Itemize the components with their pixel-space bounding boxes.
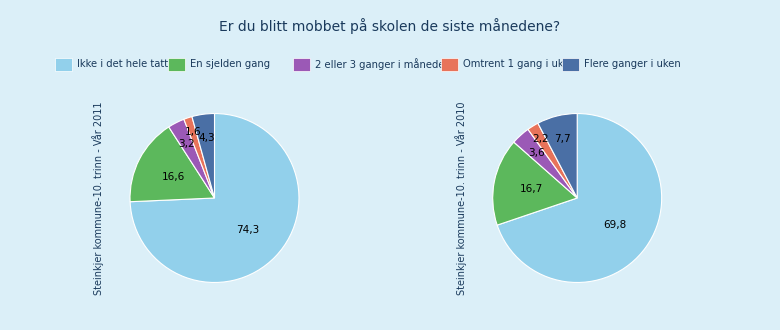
Text: 1,6: 1,6 xyxy=(184,127,201,137)
Text: 2 eller 3 ganger i måneden: 2 eller 3 ganger i måneden xyxy=(315,58,451,70)
Text: Er du blitt mobbet på skolen de siste månedene?: Er du blitt mobbet på skolen de siste må… xyxy=(219,18,561,34)
Bar xyxy=(441,58,458,71)
Wedge shape xyxy=(514,129,577,198)
Wedge shape xyxy=(130,114,299,282)
Bar xyxy=(55,58,72,71)
Bar xyxy=(168,58,185,71)
Wedge shape xyxy=(493,142,577,225)
Text: 69,8: 69,8 xyxy=(604,220,626,230)
Text: 74,3: 74,3 xyxy=(236,225,260,235)
Text: 7,7: 7,7 xyxy=(555,134,571,144)
Wedge shape xyxy=(528,123,577,198)
Bar xyxy=(562,58,579,71)
Text: Steinkjer kommune-10. trinn - Vår 2010: Steinkjer kommune-10. trinn - Vår 2010 xyxy=(455,101,466,295)
Text: Steinkjer kommune-10. trinn - Vår 2011: Steinkjer kommune-10. trinn - Vår 2011 xyxy=(92,101,104,295)
Bar xyxy=(292,58,310,71)
Text: Flere ganger i uken: Flere ganger i uken xyxy=(584,59,681,69)
Text: 2,2: 2,2 xyxy=(533,134,549,144)
Wedge shape xyxy=(168,119,214,198)
Text: 3,6: 3,6 xyxy=(528,148,544,158)
Text: Ikke i det hele tatt: Ikke i det hele tatt xyxy=(77,59,168,69)
Text: 4,3: 4,3 xyxy=(198,133,215,143)
Wedge shape xyxy=(184,116,214,198)
Text: 16,6: 16,6 xyxy=(161,172,185,182)
Text: 3,2: 3,2 xyxy=(179,139,195,149)
Text: 16,7: 16,7 xyxy=(520,184,543,194)
Text: En sjelden gang: En sjelden gang xyxy=(190,59,271,69)
Wedge shape xyxy=(130,127,215,202)
Wedge shape xyxy=(497,114,661,282)
Text: Omtrent 1 gang i uken: Omtrent 1 gang i uken xyxy=(463,59,576,69)
Wedge shape xyxy=(192,114,214,198)
Wedge shape xyxy=(538,114,577,198)
